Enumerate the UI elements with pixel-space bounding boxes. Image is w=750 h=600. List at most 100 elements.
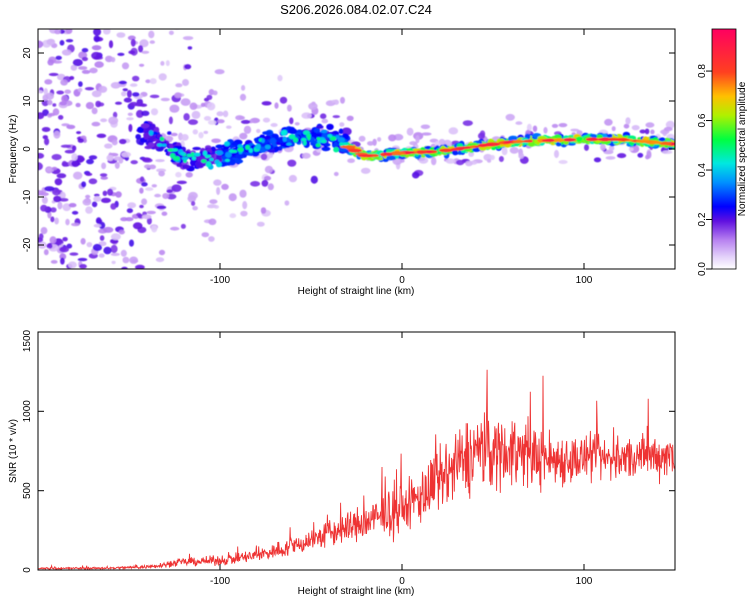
heatmap-cell xyxy=(472,147,481,152)
heatmap-cell xyxy=(203,116,212,121)
heatmap-cell xyxy=(487,159,492,163)
heatmap-cell xyxy=(224,141,230,147)
heatmap-cell xyxy=(69,76,75,80)
heatmap-cell xyxy=(240,119,251,124)
heatmap-cell xyxy=(205,161,212,168)
y-axis-label: Frequency (Hz) xyxy=(8,115,19,184)
heatmap-cell xyxy=(426,150,433,154)
heatmap-cell xyxy=(91,121,101,127)
heatmap-cell xyxy=(139,39,149,48)
heatmap-cell xyxy=(86,158,94,165)
heatmap-cell xyxy=(50,260,58,264)
heatmap-cell xyxy=(221,183,229,190)
heatmap-cell xyxy=(108,116,119,125)
heatmap-cell xyxy=(337,137,345,143)
heatmap-cell xyxy=(260,153,268,161)
heatmap-cell xyxy=(480,143,490,147)
heatmap-cell xyxy=(110,233,121,241)
y-tick-label: 0 xyxy=(22,146,33,152)
heatmap-cell xyxy=(239,132,248,140)
heatmap-cell xyxy=(270,123,278,127)
heatmap-cell xyxy=(310,175,318,184)
heatmap-cell xyxy=(98,85,108,93)
heatmap-cell xyxy=(56,173,67,179)
heatmap-cell xyxy=(340,145,356,149)
heatmap-cell xyxy=(79,264,87,269)
heatmap-cell xyxy=(116,32,126,38)
heatmap-cell xyxy=(93,29,102,36)
heatmap-cell xyxy=(110,203,117,210)
heatmap-cell xyxy=(106,154,114,162)
heatmap-cell xyxy=(274,102,279,109)
heatmap-cell xyxy=(145,24,152,29)
heatmap-cell xyxy=(155,159,165,163)
heatmap-cell xyxy=(187,271,193,278)
heatmap-cell xyxy=(358,135,366,142)
heatmap-cell xyxy=(121,62,130,70)
heatmap-cell xyxy=(338,147,347,153)
colorbar-tick-label: 0.8 xyxy=(697,64,708,78)
heatmap-cell xyxy=(205,18,212,25)
heatmap-cell xyxy=(101,162,107,170)
heatmap-cell xyxy=(51,166,58,171)
heatmap-cell xyxy=(170,226,180,231)
heatmap-cell xyxy=(183,164,190,169)
heatmap-cell xyxy=(280,129,288,136)
heatmap-cell xyxy=(132,75,140,82)
colorbar: 0.0 0.2 0.4 0.6 0.8 Normalized spectral ampl… xyxy=(697,28,748,276)
heatmap-cell xyxy=(85,102,94,110)
heatmap-cell xyxy=(144,145,153,150)
heatmap-cell xyxy=(386,155,396,161)
heatmap-cell xyxy=(333,147,339,153)
heatmap-cell xyxy=(253,137,259,142)
heatmap-cell xyxy=(631,125,640,131)
heatmap-cell xyxy=(93,196,102,202)
colorbar-tick-label: 0.4 xyxy=(697,163,708,177)
heatmap-cell xyxy=(168,116,173,125)
heatmap-cell xyxy=(207,120,217,125)
heatmap-cell xyxy=(445,158,456,164)
heatmap-cell xyxy=(167,131,172,135)
heatmap-cell xyxy=(170,132,178,137)
heatmap-cell xyxy=(191,156,196,161)
heatmap-cell xyxy=(216,119,225,124)
heatmap-cell xyxy=(60,257,65,265)
heatmap-cell xyxy=(100,118,108,123)
heatmap-cell xyxy=(462,120,473,126)
heatmap-cell xyxy=(95,217,102,225)
heatmap-cell xyxy=(214,69,225,75)
heatmap-cell xyxy=(288,134,296,140)
heatmap-cell xyxy=(228,159,236,166)
heatmap-cell xyxy=(317,139,322,144)
heatmap-cell xyxy=(168,144,174,149)
heatmap-cell xyxy=(558,160,568,164)
heatmap-cell xyxy=(658,137,666,142)
heatmap-cell xyxy=(501,147,508,156)
heatmap-cell xyxy=(215,144,224,149)
heatmap-cell xyxy=(38,40,44,49)
heatmap-cell xyxy=(146,13,152,18)
heatmap-cell xyxy=(70,64,78,71)
heatmap-cell xyxy=(54,217,59,225)
heatmap-cell xyxy=(71,222,80,227)
heatmap-cell xyxy=(130,160,138,165)
heatmap-cell xyxy=(129,239,134,247)
heatmap-cell xyxy=(38,90,43,94)
heatmap-cell xyxy=(68,261,77,269)
heatmap-cell xyxy=(73,171,83,180)
heatmap-cell xyxy=(367,141,374,146)
heatmap-cell xyxy=(175,171,182,178)
heatmap-cell xyxy=(192,206,198,211)
heatmap-cell xyxy=(532,125,538,132)
heatmap-cell xyxy=(208,236,215,242)
heatmap-cell xyxy=(176,142,182,147)
heatmap-cell xyxy=(593,157,602,163)
heatmap-cell xyxy=(54,29,61,35)
heatmap-cell xyxy=(140,123,150,129)
heatmap-cell xyxy=(50,207,57,213)
heatmap-cell xyxy=(138,45,144,53)
heatmap-cell xyxy=(226,125,232,129)
heatmap-cell xyxy=(89,67,98,74)
heatmap-cell xyxy=(81,48,89,53)
